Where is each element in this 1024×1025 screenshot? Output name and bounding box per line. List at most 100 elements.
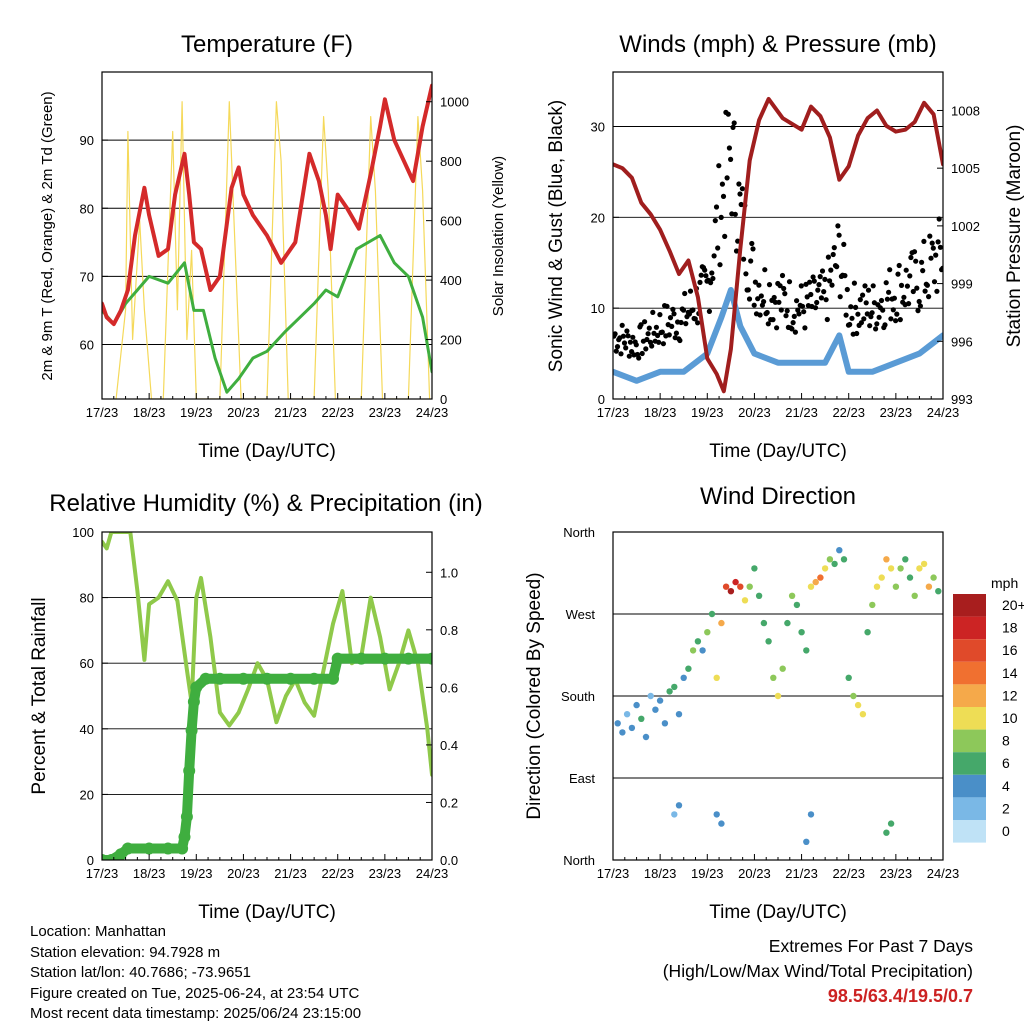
gust-point [702, 267, 708, 273]
gust-point [837, 294, 843, 300]
legend-label: 14 [1002, 665, 1018, 681]
gust-point [710, 275, 716, 282]
legend-label: 20+ [1002, 597, 1024, 613]
direction-point [699, 647, 706, 654]
gust-point [827, 278, 833, 284]
gust-point [741, 256, 747, 262]
gust-point [673, 330, 680, 336]
gust-point [733, 248, 740, 254]
gust-point [698, 272, 704, 278]
gust-point [857, 297, 863, 303]
direction-point [694, 638, 702, 645]
gust-point [716, 163, 722, 169]
gust-point [650, 309, 656, 315]
gust-point [818, 295, 825, 301]
direction-title: Wind Direction [700, 483, 856, 510]
speed-legend-title: mph [991, 575, 1018, 591]
gust-point [849, 315, 855, 321]
gust-point [726, 145, 733, 151]
gust-point [712, 218, 718, 224]
direction-point [892, 583, 900, 590]
gust-point [732, 211, 738, 217]
gust-point [644, 336, 650, 343]
legend-swatch [953, 774, 986, 798]
direction-point [722, 583, 730, 590]
legend-swatch [953, 752, 986, 775]
direction-point [671, 683, 678, 691]
gust-point [711, 253, 717, 259]
direction-point [840, 556, 848, 563]
gust-point [664, 303, 670, 309]
direction-point [920, 560, 928, 568]
gust-point [864, 311, 870, 317]
gust-point [766, 282, 773, 288]
gust-point [883, 280, 889, 286]
gust-point [915, 308, 921, 314]
temperature-xlabel: Time (Day/UTC) [198, 441, 336, 462]
solar-ylabel: Solar Insolation (Yellow) [490, 156, 507, 316]
direction-point [788, 592, 796, 599]
direction-point [887, 565, 895, 572]
direction-point [718, 619, 725, 627]
gust-point [713, 204, 720, 210]
y-tick-label: 0 [598, 392, 605, 407]
gust-point [737, 191, 743, 197]
gust-point [751, 302, 757, 308]
gust-point [756, 282, 762, 288]
gust-point [683, 321, 689, 327]
gust-point [656, 339, 662, 345]
gust-point [891, 295, 898, 301]
gust-point [655, 332, 661, 339]
humidity-ylabel: Percent & Total Rainfall [29, 597, 50, 794]
y-right-tick-label: 1002 [951, 219, 980, 234]
precip-line [102, 653, 432, 860]
gust-point [666, 332, 672, 338]
humidity-title: Relative Humidity (%) & Precipitation (i… [49, 490, 482, 517]
y-right-tick-label: 0.6 [440, 680, 458, 695]
temperature-title: Temperature (F) [181, 31, 353, 58]
gust-point [715, 245, 721, 251]
direction-point [916, 565, 923, 572]
direction-point [774, 692, 782, 700]
temperature-series [102, 83, 432, 399]
gust-point [657, 312, 663, 318]
gust-point [671, 311, 677, 317]
direction-tick-label: West [566, 607, 596, 622]
gust-point [790, 320, 796, 326]
gust-point [828, 267, 834, 273]
gust-point [743, 271, 749, 277]
latlon-text: Station lat/lon: 40.7686; -73.9651 [30, 964, 252, 982]
gust-point [919, 259, 925, 265]
gust-point [762, 267, 768, 273]
gust-point [911, 249, 918, 255]
legend-swatch [953, 616, 986, 640]
direction-point [807, 583, 815, 590]
gust-point [796, 311, 802, 317]
gust-point [882, 322, 888, 328]
gust-point [836, 232, 842, 238]
x-tick-label: 24/23 [416, 405, 449, 420]
gust-point [614, 344, 621, 350]
direction-point [869, 601, 876, 609]
direction-point [685, 665, 692, 672]
gust-point [851, 280, 858, 286]
gust-point [870, 283, 876, 289]
direction-point [689, 647, 697, 654]
legend-swatch [953, 639, 986, 662]
gust-point [777, 283, 783, 289]
gust-point [624, 328, 630, 334]
direction-point [638, 715, 645, 722]
x-tick-label: 17/23 [597, 866, 630, 881]
x-tick-label: 22/23 [832, 405, 865, 420]
gust-point [903, 267, 909, 273]
gust-point [660, 341, 667, 347]
gust-point [633, 342, 639, 348]
gust-point [626, 353, 632, 359]
legend-swatch [953, 797, 986, 820]
gust-point [921, 238, 927, 244]
legend-swatch [953, 707, 986, 730]
gust-point [771, 294, 777, 301]
gust-point [865, 287, 872, 293]
gust-point [670, 306, 676, 312]
gust-point [920, 268, 926, 274]
